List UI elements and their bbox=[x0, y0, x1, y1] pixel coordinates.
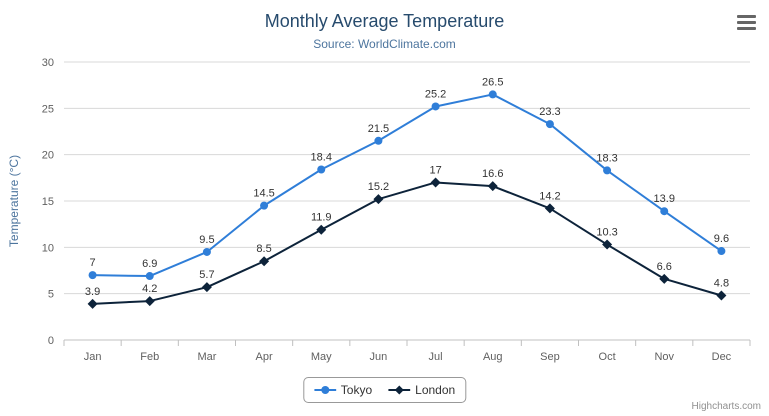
data-label: 3.9 bbox=[85, 286, 100, 298]
x-tick-label: May bbox=[311, 351, 332, 363]
x-tick-label: Mar bbox=[197, 351, 216, 363]
data-label: 8.5 bbox=[256, 243, 271, 255]
data-point-tokyo[interactable] bbox=[260, 201, 269, 210]
y-tick-label: 10 bbox=[42, 242, 54, 254]
hamburger-icon bbox=[737, 27, 756, 30]
data-point-tokyo[interactable] bbox=[603, 166, 612, 175]
data-point-london[interactable] bbox=[716, 290, 727, 301]
circle-marker-icon bbox=[313, 386, 336, 394]
data-point-tokyo[interactable] bbox=[145, 272, 154, 281]
data-point-london[interactable] bbox=[544, 203, 555, 214]
y-tick-label: 30 bbox=[42, 57, 54, 69]
x-tick-label: Feb bbox=[140, 351, 159, 363]
series-line-tokyo bbox=[91, 93, 723, 278]
data-point-london[interactable] bbox=[487, 181, 498, 192]
hamburger-icon bbox=[737, 21, 756, 24]
x-tick-label: Dec bbox=[712, 351, 732, 363]
data-label: 4.2 bbox=[142, 283, 157, 295]
y-tick-label: 15 bbox=[42, 196, 54, 208]
data-label: 18.4 bbox=[311, 151, 332, 163]
data-point-london[interactable] bbox=[430, 177, 441, 188]
data-label: 6.9 bbox=[142, 258, 157, 270]
data-point-london[interactable] bbox=[373, 194, 384, 205]
data-label: 7 bbox=[90, 257, 96, 269]
data-point-tokyo[interactable] bbox=[660, 207, 669, 216]
credits-link[interactable]: Highcharts.com bbox=[691, 401, 761, 412]
data-point-london[interactable] bbox=[201, 282, 212, 293]
data-point-tokyo[interactable] bbox=[545, 120, 554, 129]
data-point-london[interactable] bbox=[87, 298, 98, 309]
data-label: 21.5 bbox=[368, 123, 389, 135]
data-label: 25.2 bbox=[425, 88, 446, 100]
data-label: 13.9 bbox=[654, 193, 675, 205]
data-label: 17 bbox=[429, 164, 441, 176]
data-label: 18.3 bbox=[596, 152, 617, 164]
data-label: 14.2 bbox=[539, 190, 560, 202]
data-label: 26.5 bbox=[482, 76, 503, 88]
chart-title: Monthly Average Temperature bbox=[264, 11, 505, 31]
data-label: 15.2 bbox=[368, 181, 389, 193]
data-point-london[interactable] bbox=[144, 296, 155, 307]
x-tick-label: Jan bbox=[84, 351, 102, 363]
data-point-tokyo[interactable] bbox=[202, 247, 211, 256]
data-label: 9.5 bbox=[199, 234, 214, 246]
x-tick-label: Jul bbox=[429, 351, 443, 363]
y-tick-label: 25 bbox=[42, 103, 54, 115]
data-label: 4.8 bbox=[714, 278, 729, 290]
data-point-tokyo[interactable] bbox=[488, 90, 497, 99]
data-point-london[interactable] bbox=[659, 273, 670, 284]
series-line-london bbox=[91, 181, 723, 305]
diamond-marker-icon bbox=[388, 385, 411, 395]
x-tick-label: Sep bbox=[540, 351, 560, 363]
x-tick-label: Oct bbox=[599, 351, 616, 363]
legend-label-london: London bbox=[415, 383, 456, 397]
y-tick-label: 20 bbox=[42, 150, 54, 162]
y-tick-label: 5 bbox=[48, 289, 54, 301]
chart-subtitle: Source: WorldClimate.com bbox=[313, 37, 456, 51]
data-label: 5.7 bbox=[199, 269, 214, 281]
legend-item-london[interactable]: London bbox=[388, 383, 455, 397]
data-point-tokyo[interactable] bbox=[374, 136, 383, 145]
data-label: 23.3 bbox=[539, 106, 560, 118]
data-point-tokyo[interactable] bbox=[431, 102, 440, 111]
x-tick-label: Jun bbox=[370, 351, 388, 363]
legend-label-tokyo: Tokyo bbox=[340, 383, 373, 397]
data-label: 11.9 bbox=[311, 212, 332, 224]
x-tick-label: Apr bbox=[256, 351, 273, 363]
legend: Tokyo London bbox=[302, 377, 467, 403]
data-point-london[interactable] bbox=[602, 239, 613, 250]
data-point-london[interactable] bbox=[316, 224, 327, 235]
data-point-tokyo[interactable] bbox=[88, 271, 97, 280]
x-tick-label: Aug bbox=[483, 351, 503, 363]
y-axis-title: Temperature (°C) bbox=[7, 155, 21, 247]
data-label: 10.3 bbox=[596, 227, 617, 239]
export-menu-button[interactable] bbox=[737, 15, 756, 30]
data-point-london[interactable] bbox=[259, 256, 270, 267]
data-label: 14.5 bbox=[253, 188, 274, 200]
x-tick-label: Nov bbox=[654, 351, 674, 363]
legend-item-tokyo[interactable]: Tokyo bbox=[313, 383, 373, 397]
data-point-tokyo[interactable] bbox=[717, 247, 726, 256]
y-tick-label: 0 bbox=[48, 335, 54, 347]
data-label: 6.6 bbox=[657, 261, 672, 273]
hamburger-icon bbox=[737, 15, 756, 18]
data-label: 9.6 bbox=[714, 233, 729, 245]
data-label: 16.6 bbox=[482, 168, 503, 180]
data-point-tokyo[interactable] bbox=[317, 165, 326, 174]
